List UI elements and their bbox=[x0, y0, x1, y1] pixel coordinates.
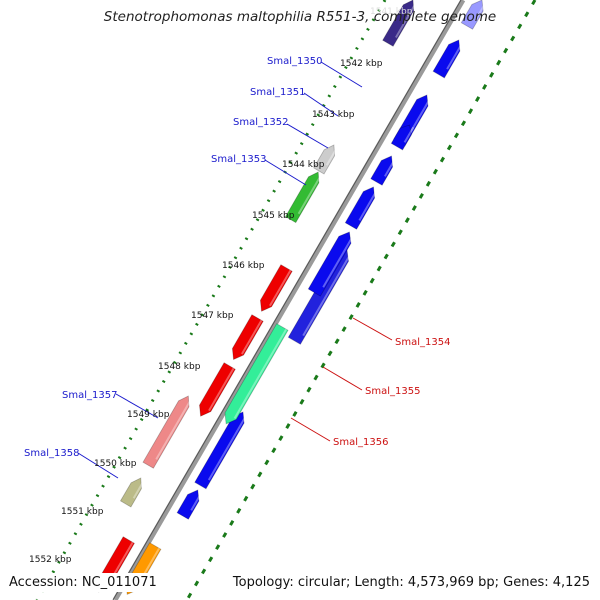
gene-label-smal-1358[interactable]: Smal_1358 bbox=[24, 448, 79, 459]
leader-smal-1352 bbox=[286, 123, 329, 149]
gene-label-smal-1357[interactable]: Smal_1357 bbox=[62, 390, 117, 401]
cds-forward-top[interactable] bbox=[432, 39, 461, 79]
leader-smal-1356 bbox=[290, 417, 331, 442]
cds-forward-inner-grey[interactable] bbox=[313, 144, 336, 175]
cds-forward-inner-1350-highlight bbox=[395, 1, 418, 39]
tick-label: 1550 kbp bbox=[94, 459, 137, 469]
gene-label-smal-1355[interactable]: Smal_1355 bbox=[365, 386, 420, 397]
cds-forward-smal-1353b[interactable] bbox=[307, 231, 352, 297]
label-leader-lines bbox=[77, 61, 393, 479]
leader-smal-1353 bbox=[264, 159, 307, 186]
cds-reverse-smal-1354[interactable] bbox=[231, 314, 264, 361]
cds-forward-smal-1352-highlight bbox=[384, 157, 397, 177]
cds-forward-smal-1353-highlight bbox=[358, 188, 379, 221]
leader-smal-1358 bbox=[77, 452, 119, 479]
cds-forward-1[interactable] bbox=[287, 249, 349, 345]
cds-forward-smal-1352[interactable] bbox=[370, 155, 394, 186]
tick-label: 1551 kbp bbox=[61, 507, 104, 517]
tick-label: 1547 kbp bbox=[191, 311, 234, 321]
genome-title: Stenotrophomonas maltophilia R551-3, com… bbox=[103, 9, 497, 25]
cds-reverse-smal-1354-top[interactable] bbox=[259, 264, 293, 312]
cds-reverse-smal-1356[interactable] bbox=[224, 323, 289, 425]
leader-smal-1355 bbox=[322, 366, 363, 391]
cds-reverse-smal-1355[interactable] bbox=[199, 362, 236, 417]
genome-backbone-shade bbox=[112, 0, 462, 600]
cds-forward-top-highlight bbox=[446, 41, 464, 70]
tick-label: 1541 kbp bbox=[370, 7, 413, 17]
tick-label: 1548 kbp bbox=[158, 362, 201, 372]
tick-label: 1546 kbp bbox=[222, 261, 265, 271]
cds-forward-smal-1353[interactable] bbox=[344, 186, 376, 230]
gene-features bbox=[97, 0, 487, 595]
tick-label: 1544 kbp bbox=[282, 160, 325, 170]
tick-label: 1543 kbp bbox=[312, 110, 355, 120]
tick-label: 1549 kbp bbox=[127, 410, 170, 420]
gc-content-track-outer bbox=[185, 0, 537, 600]
cds-forward-smal-1357-highlight bbox=[207, 413, 248, 481]
cds-forward-smal-1351[interactable] bbox=[390, 124, 412, 151]
cds-forward-top-2[interactable] bbox=[460, 0, 484, 30]
cds-forward-smal-1351-highlight bbox=[403, 126, 415, 143]
gene-label-smal-1350[interactable]: Smal_1350 bbox=[267, 56, 322, 67]
cds-forward-1-highlight bbox=[302, 251, 353, 337]
cds-forward-smal-1358[interactable] bbox=[176, 489, 200, 520]
cds-forward-smal-1353b-highlight bbox=[322, 233, 355, 288]
gene-label-smal-1353[interactable]: Smal_1353 bbox=[211, 154, 266, 165]
cds-forward-smal-1350-highlight bbox=[406, 96, 432, 138]
gene-labels: Smal_1350 Smal_1351 Smal_1352 Smal_1353 … bbox=[24, 56, 450, 459]
cds-forward-smal-1358-highlight bbox=[190, 491, 203, 511]
leader-smal-1351 bbox=[303, 92, 339, 117]
cds-forward-inner-1350[interactable] bbox=[382, 0, 415, 47]
cds-forward-inner-smal-1357[interactable] bbox=[142, 395, 190, 469]
gene-label-smal-1356[interactable]: Smal_1356 bbox=[333, 437, 388, 448]
cds-reverse-smal-1354-top-highlight bbox=[269, 269, 292, 307]
cds-forward-inner-smal-1358[interactable] bbox=[119, 477, 142, 508]
genome-backbone bbox=[112, 0, 466, 600]
gene-label-smal-1354[interactable]: Smal_1354 bbox=[395, 337, 450, 348]
cds-forward-inner-smal-1357-highlight bbox=[155, 397, 193, 460]
coordinate-ticks: 1541 kbp 1542 kbp 1543 kbp 1544 kbp 1545… bbox=[29, 7, 413, 565]
gene-label-smal-1351[interactable]: Smal_1351 bbox=[250, 87, 305, 98]
cds-forward-top-2-highlight bbox=[474, 1, 487, 21]
topology-summary: Topology: circular; Length: 4,573,969 bp… bbox=[229, 573, 593, 592]
cds-forward-smal-1357[interactable] bbox=[194, 411, 245, 490]
tick-label: 1552 kbp bbox=[29, 555, 72, 565]
leader-smal-1350 bbox=[320, 61, 363, 88]
tick-label: 1542 kbp bbox=[340, 59, 383, 69]
cds-forward-inner-smal-1358-highlight bbox=[132, 479, 146, 499]
cds-forward-inner-green[interactable] bbox=[284, 171, 320, 224]
cds-forward-inner-grey-highlight bbox=[325, 146, 339, 166]
cds-forward-inner-green-highlight bbox=[297, 173, 323, 215]
tick-label: 1545 kbp bbox=[252, 211, 295, 221]
cds-reverse-smal-1355-highlight bbox=[208, 367, 235, 412]
leader-smal-1354 bbox=[352, 317, 393, 341]
gene-label-smal-1352[interactable]: Smal_1352 bbox=[233, 117, 288, 128]
cds-reverse-smal-1354-highlight bbox=[241, 319, 263, 355]
cds-reverse-smal-1356-highlight bbox=[233, 328, 288, 419]
accession-label: Accession: NC_011071 bbox=[6, 573, 160, 592]
leader-smal-1357 bbox=[115, 393, 159, 419]
